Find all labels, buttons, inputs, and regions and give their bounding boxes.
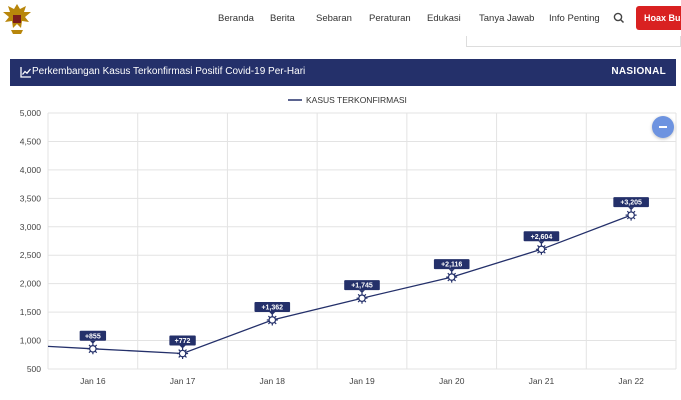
virus-icon[interactable] xyxy=(266,314,278,326)
data-label-pointer xyxy=(538,241,545,245)
data-label-box xyxy=(169,335,196,346)
y-axis-labels: 5,000 4,500 4,000 3,500 3,000 2,500 2,000 1,500… xyxy=(20,108,42,374)
virus-icon[interactable] xyxy=(446,271,458,283)
data-label-box xyxy=(344,280,380,291)
data-label-box xyxy=(79,330,107,341)
virus-icon[interactable] xyxy=(625,209,637,221)
y-tick-label: 5,000 xyxy=(20,108,42,118)
data-label: +3,205 xyxy=(620,200,642,207)
x-tick-label: Jan 19 xyxy=(349,376,375,386)
garuda-logo[interactable] xyxy=(0,0,34,38)
data-label: +1,362 xyxy=(261,304,283,311)
line-chart: KASUS TERKONFIRMASI 5,000 4,500 4,000 3,500… xyxy=(20,95,677,386)
data-label: +1,745 xyxy=(351,283,373,290)
nav-info-penting[interactable]: Info Penting xyxy=(549,13,600,24)
virus-icon[interactable] xyxy=(177,347,189,360)
y-tick-label: 1,500 xyxy=(20,307,42,317)
data-label-box xyxy=(613,197,649,208)
x-tick-label: Jan 21 xyxy=(529,376,555,386)
chart-title: Perkembangan Kasus Terkonfirmasi Positif… xyxy=(32,66,306,77)
y-tick-label: 3,500 xyxy=(20,193,42,203)
y-tick-label: 2,500 xyxy=(20,250,42,260)
collapse-fab-button[interactable] xyxy=(652,116,674,138)
x-tick-label: Jan 20 xyxy=(439,376,465,386)
line-chart-icon xyxy=(20,67,31,78)
data-label-pointer xyxy=(179,345,186,349)
main-nav: Beranda Berita Sebaran Peraturan Edukasi… xyxy=(200,13,681,27)
y-tick-label: 4,500 xyxy=(20,136,42,146)
nav-beranda[interactable]: Beranda xyxy=(218,13,254,24)
series-line-kasus xyxy=(47,214,632,355)
chart-legend: KASUS TERKONFIRMASI xyxy=(288,95,407,105)
x-tick-label: Jan 17 xyxy=(170,376,196,386)
chart-header: Perkembangan Kasus Terkonfirmasi Positif… xyxy=(10,59,676,86)
hoax-buster-button[interactable]: Hoax Buster xyxy=(636,6,681,30)
y-tick-label: 500 xyxy=(27,364,41,374)
x-tick-label: Jan 16 xyxy=(80,376,106,386)
y-tick-label: 2,000 xyxy=(20,279,42,289)
x-tick-label: Jan 18 xyxy=(260,376,286,386)
data-label-pointer xyxy=(269,311,276,315)
virus-icon[interactable] xyxy=(87,343,99,355)
data-label-pointer xyxy=(628,207,635,211)
data-label: +2,604 xyxy=(531,234,553,241)
scope-label: NASIONAL xyxy=(611,66,666,77)
data-label: +2,116 xyxy=(441,262,462,269)
data-label-box xyxy=(523,231,560,242)
data-label: +772 xyxy=(175,338,191,345)
legend-label: KASUS TERKONFIRMASI xyxy=(306,95,407,105)
x-axis-labels: Jan 16 Jan 17 Jan 18 Jan 19 Jan 20 Jan 21 Jan … xyxy=(80,376,644,386)
search-icon[interactable] xyxy=(612,11,626,25)
dropdown-panel-edge xyxy=(466,36,681,47)
nav-tanya-jawab[interactable]: Tanya Jawab xyxy=(479,13,535,24)
nav-sebaran[interactable]: Sebaran xyxy=(316,13,352,24)
data-points: +855 +772 +1,362 +1,745 +2,116 +2,604 +3,205 xyxy=(79,197,649,360)
nav-peraturan[interactable]: Peraturan xyxy=(369,13,411,24)
nav-edukasi[interactable]: Edukasi xyxy=(427,13,461,24)
y-tick-label: 1,000 xyxy=(20,336,42,346)
data-label-pointer xyxy=(89,340,96,344)
virus-icon[interactable] xyxy=(535,243,547,255)
virus-icon[interactable] xyxy=(356,292,368,304)
data-label: +855 xyxy=(85,333,101,340)
y-tick-label: 3,000 xyxy=(20,222,42,232)
data-label-box xyxy=(433,259,470,270)
nav-berita[interactable]: Berita xyxy=(270,13,295,24)
x-tick-label: Jan 22 xyxy=(618,376,644,386)
data-label-box xyxy=(254,301,291,312)
data-label-pointer xyxy=(359,290,365,294)
data-label-pointer xyxy=(448,269,455,273)
y-tick-label: 4,000 xyxy=(20,165,42,175)
chart-grid xyxy=(47,112,677,370)
top-navbar: Beranda Berita Sebaran Peraturan Edukasi… xyxy=(0,0,681,50)
